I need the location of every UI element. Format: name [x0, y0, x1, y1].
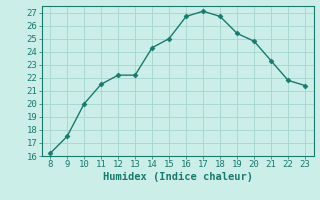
X-axis label: Humidex (Indice chaleur): Humidex (Indice chaleur)	[103, 172, 252, 182]
